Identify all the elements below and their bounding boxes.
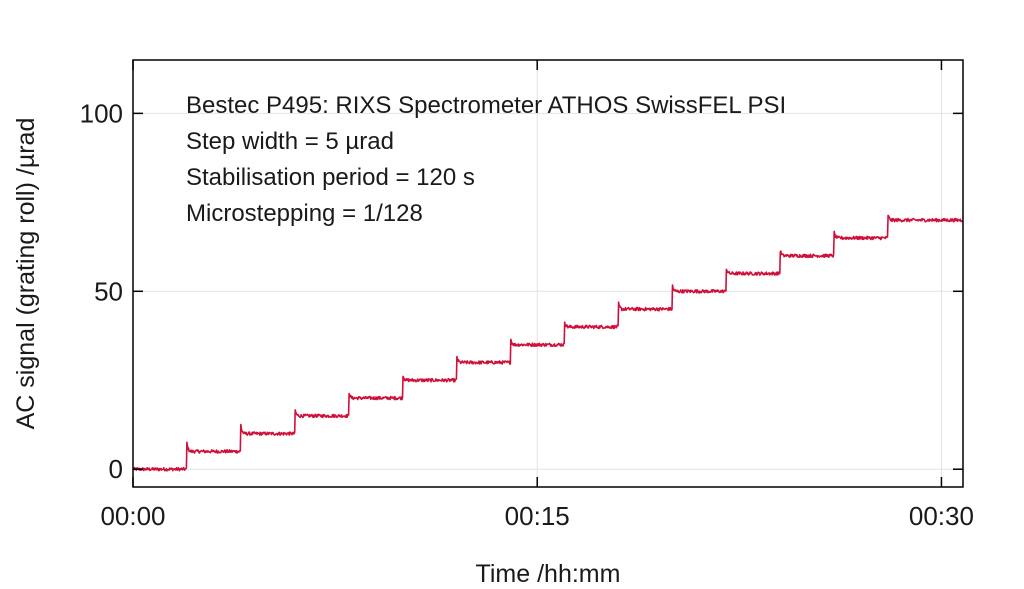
y-tick-label-1: 50 — [94, 276, 123, 306]
y-tick-label-2: 100 — [80, 98, 123, 128]
annotation-line-1: Step width = 5 µrad — [186, 128, 394, 155]
grid-lines — [132, 60, 963, 487]
y-tick-label-0: 0 — [109, 454, 123, 484]
plot-frame — [132, 59, 964, 488]
x-tick-label-0: 00:00 — [100, 501, 165, 531]
annotation-line-3: Microstepping = 1/128 — [186, 200, 423, 227]
x-tick-label-2: 00:30 — [909, 501, 974, 531]
annotation-line-2: Stabilisation period = 120 s — [186, 164, 475, 191]
series-layer — [132, 214, 964, 472]
y-axis-title: AC signal (grating roll) /µrad — [12, 118, 40, 430]
annotation-block: Bestec P495: RIXS Spectrometer ATHOS Swi… — [186, 92, 786, 227]
annotation-line-0: Bestec P495: RIXS Spectrometer ATHOS Swi… — [186, 92, 786, 119]
series-line-0 — [132, 214, 964, 472]
x-axis-title: Time /hh:mm — [476, 560, 621, 588]
axis-ticks: 00:00 00:15 00:30 0 50 100 — [80, 60, 974, 531]
x-tick-label-1: 00:15 — [505, 501, 570, 531]
